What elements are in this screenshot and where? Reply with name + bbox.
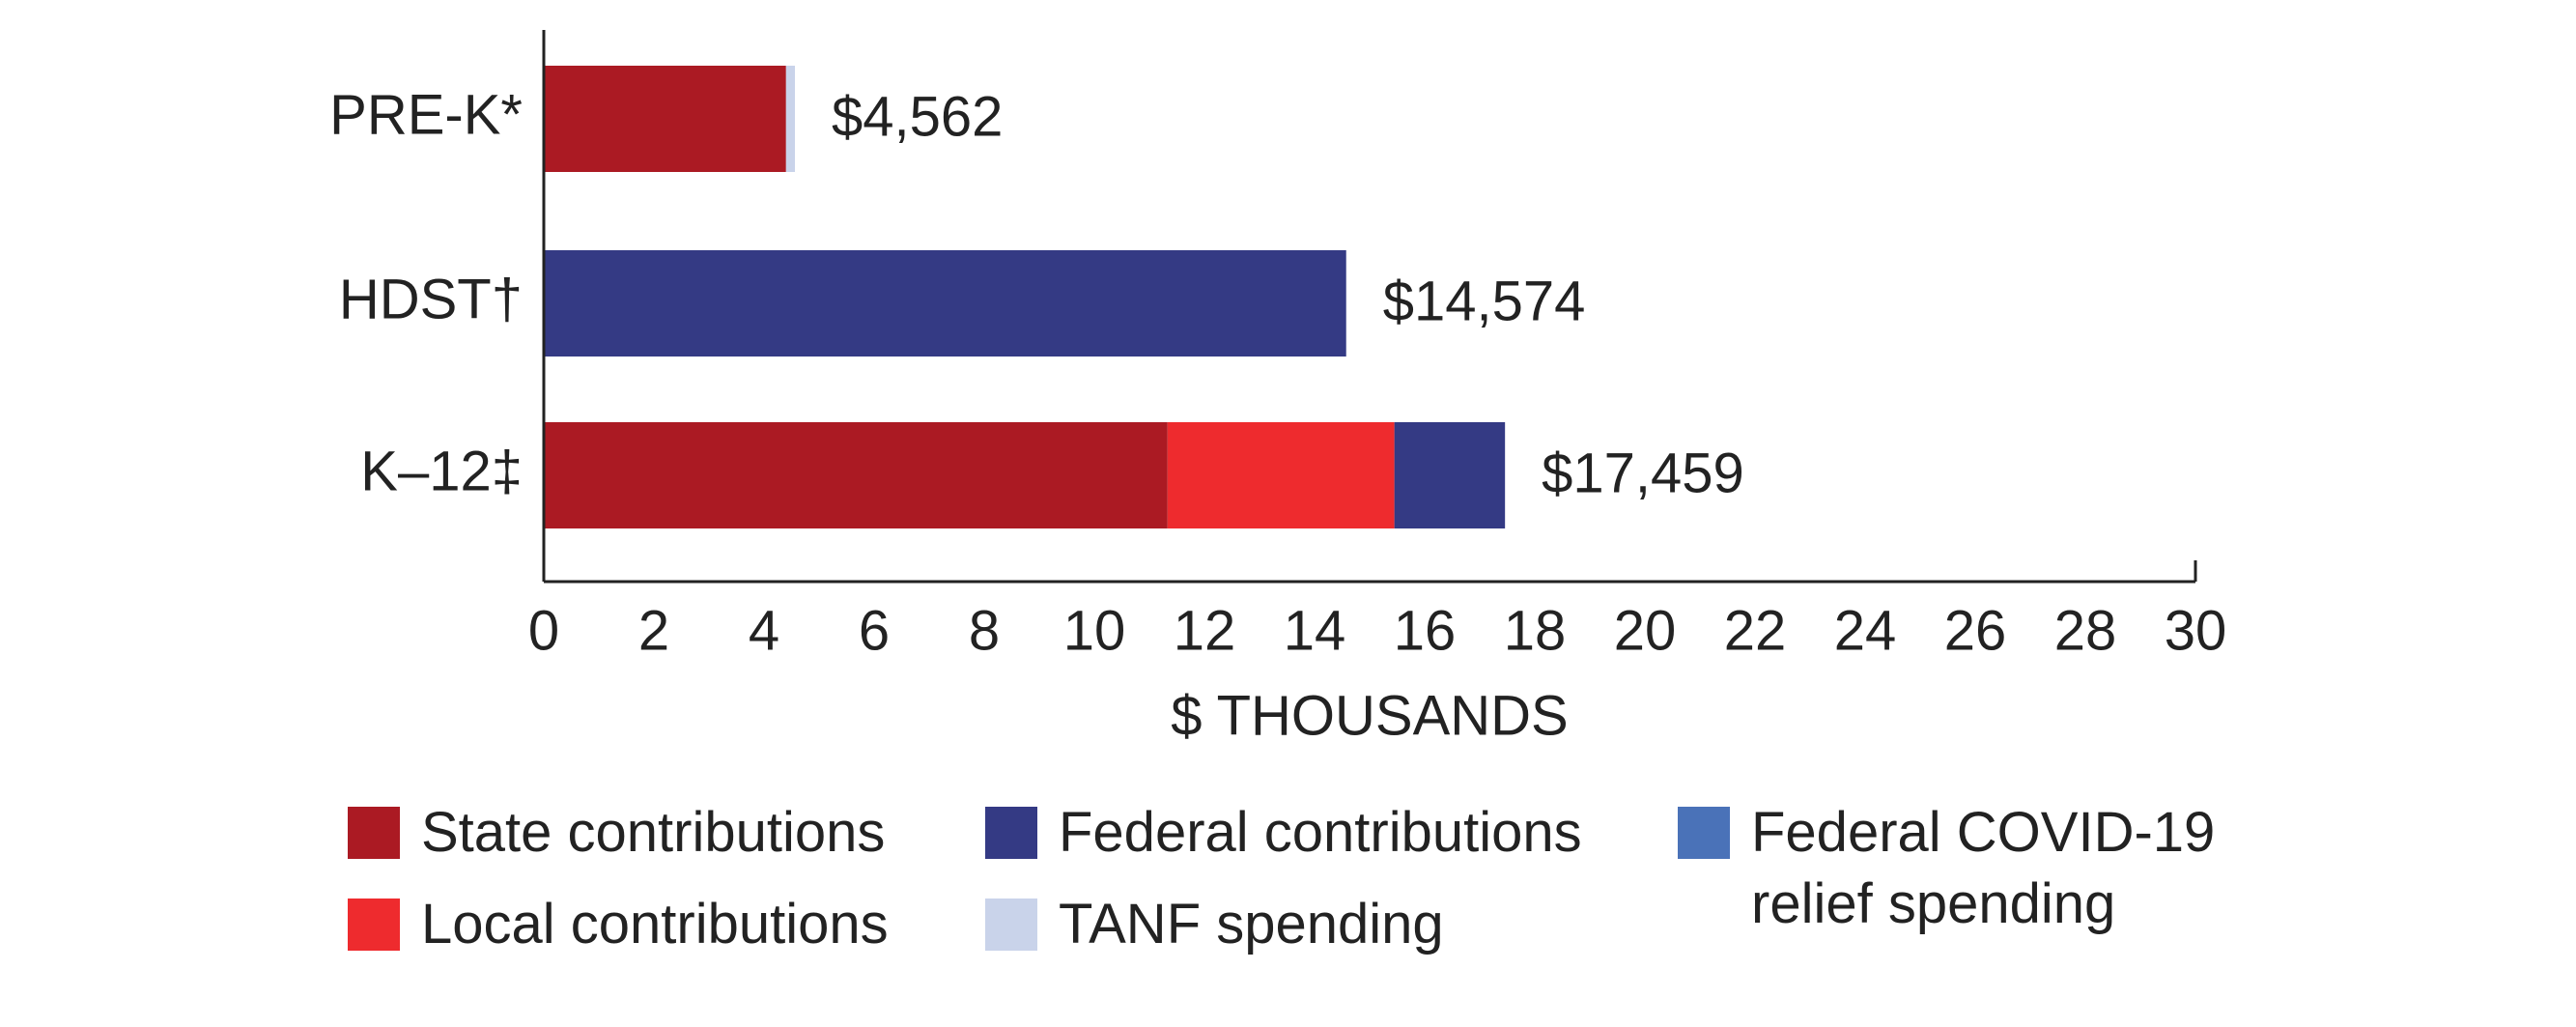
- category-label: PRE-K*: [329, 83, 523, 146]
- x-tick-label: 18: [1504, 599, 1567, 662]
- x-tick-label: 0: [528, 599, 559, 662]
- legend-swatch: [1678, 807, 1730, 859]
- bar-segment: [1167, 422, 1395, 528]
- x-tick-label: 14: [1284, 599, 1346, 662]
- legend-label: TANF spending: [1059, 893, 1444, 956]
- x-tick-label: 30: [2165, 599, 2227, 662]
- legend-label: Local contributions: [421, 893, 889, 956]
- legend-swatch: [985, 899, 1037, 951]
- category-label: K–12‡: [360, 440, 523, 502]
- x-tick-label: 8: [969, 599, 1000, 662]
- legend-label: State contributions: [421, 801, 886, 864]
- bar-segment: [544, 250, 1346, 357]
- legend-swatch: [348, 899, 400, 951]
- x-tick-label: 4: [749, 599, 779, 662]
- legend-item: Federal COVID-19 relief spending: [1678, 797, 2292, 940]
- x-tick-label: 28: [2054, 599, 2117, 662]
- x-tick-label: 26: [1944, 599, 2007, 662]
- legend-label: Federal COVID-19 relief spending: [1751, 801, 2216, 935]
- x-tick-label: 22: [1724, 599, 1787, 662]
- x-axis-title: $ THOUSANDS: [1171, 684, 1568, 747]
- x-tick-label: 12: [1174, 599, 1236, 662]
- x-tick-label: 2: [638, 599, 669, 662]
- bar-segment: [544, 422, 1168, 528]
- legend-swatch: [985, 807, 1037, 859]
- legend-label: Federal contributions: [1059, 801, 1582, 864]
- bar-segment: [1394, 422, 1506, 528]
- legend-swatch: [348, 807, 400, 859]
- total-label: $17,459: [1542, 442, 1744, 504]
- x-tick-label: 6: [859, 599, 890, 662]
- bar-segment: [544, 66, 786, 172]
- x-tick-label: 10: [1063, 599, 1126, 662]
- x-tick-label: 20: [1614, 599, 1677, 662]
- x-tick-label: 24: [1834, 599, 1897, 662]
- category-label: HDST†: [339, 268, 523, 330]
- bar-segment: [785, 66, 796, 172]
- legend-item: State contributions: [348, 797, 962, 869]
- legend-item: Federal contributions: [985, 797, 1599, 869]
- total-label: $4,562: [832, 85, 1003, 148]
- total-label: $14,574: [1383, 270, 1586, 332]
- legend-item: Local contributions: [348, 889, 962, 960]
- x-tick-label: 16: [1394, 599, 1457, 662]
- legend-item: TANF spending: [985, 889, 1599, 960]
